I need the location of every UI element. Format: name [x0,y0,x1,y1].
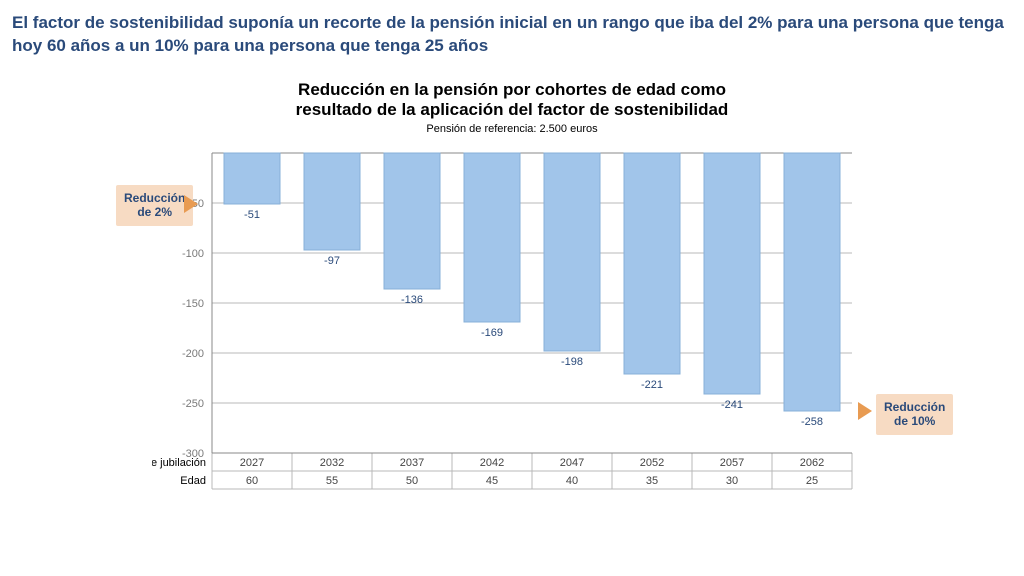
svg-text:-250: -250 [182,398,204,410]
x-label-year: 2047 [560,457,584,469]
x-label-year: 2042 [480,457,504,469]
bar [624,153,680,374]
arrow-right-icon [184,195,198,213]
x-label-year: 2052 [640,457,664,469]
x-label-year: 2037 [400,457,424,469]
x-label-age: 50 [406,475,418,487]
chart-container: Reducción en la pensión por cohortes de … [0,80,1024,560]
bar [464,153,520,322]
bar-value-label: -258 [801,416,823,428]
x-label-year: 2027 [240,457,264,469]
svg-text:-100: -100 [182,248,204,260]
x-label-age: 60 [246,475,258,487]
x-label-year: 2057 [720,457,744,469]
x-label-age: 35 [646,475,658,487]
svg-text:-200: -200 [182,348,204,360]
chart-subtitle: Pensión de referencia: 2.500 euros [0,123,1024,135]
x-label-age: 30 [726,475,738,487]
bar [224,153,280,204]
bar-value-label: -136 [401,294,423,306]
bar [544,153,600,351]
bar [384,153,440,289]
x-label-age: 25 [806,475,818,487]
bar-value-label: -169 [481,327,503,339]
bar-chart: -50-100-150-200-250-300-51-97-136-169-19… [152,143,872,503]
callout-reduction-2pct: Reducción de 2% [116,185,193,226]
x-label-year: 2062 [800,457,824,469]
chart-title-line1: Reducción en la pensión por cohortes de … [0,80,1024,100]
callout-reduction-10pct: Reducción de 10% [876,394,953,435]
x-label-age: 40 [566,475,578,487]
arrow-right-icon [858,402,872,420]
x-label-age: 45 [486,475,498,487]
page-headline: El factor de sostenibilidad suponía un r… [12,12,1012,58]
bar-value-label: -241 [721,399,743,411]
x-axis-label-year: Año de jubilación [152,457,206,469]
bar [704,153,760,394]
callout-right-line2: de 10% [894,414,935,428]
bar-value-label: -97 [324,255,340,267]
callout-left-line1: Reducción [124,191,185,205]
x-label-age: 55 [326,475,338,487]
bar [304,153,360,250]
callout-left-line2: de 2% [137,205,172,219]
bar-value-label: -221 [641,379,663,391]
svg-text:-150: -150 [182,298,204,310]
callout-right-line1: Reducción [884,400,945,414]
bar-value-label: -51 [244,209,260,221]
chart-title-line2: resultado de la aplicación del factor de… [0,100,1024,120]
bar-value-label: -198 [561,356,583,368]
bar [784,153,840,411]
x-label-year: 2032 [320,457,344,469]
x-axis-label-age: Edad [180,475,206,487]
